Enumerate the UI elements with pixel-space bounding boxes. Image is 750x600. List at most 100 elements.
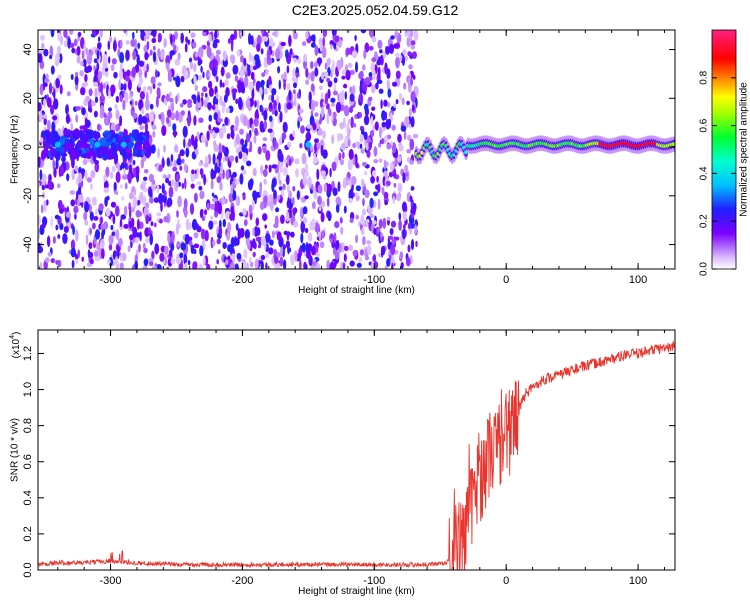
- heatmap-cell: [179, 165, 183, 171]
- heatmap-cell: [54, 214, 60, 220]
- heatmap-cell: [322, 130, 326, 140]
- heatmap-cell: [242, 169, 247, 175]
- heatmap-cell: [210, 179, 214, 190]
- heatmap-cell: [170, 258, 176, 265]
- heatmap-cell: [94, 133, 101, 139]
- heatmap-cell: [380, 246, 384, 258]
- heatmap-cell: [114, 124, 120, 132]
- heatmap-cell: [55, 77, 60, 89]
- heatmap-cell: [204, 229, 209, 242]
- heatmap-cell: [392, 196, 396, 204]
- heatmap-cell: [378, 158, 383, 163]
- heatmap-cell: [184, 177, 187, 190]
- heatmap-cell: [343, 105, 350, 117]
- heatmap-y-tick-label: -40: [22, 237, 34, 253]
- heatmap-cell: [103, 187, 109, 193]
- heatmap-cell: [403, 130, 407, 140]
- heatmap-cell: [408, 108, 413, 117]
- heatmap-cell: [75, 71, 79, 77]
- heatmap-cell: [108, 256, 113, 267]
- heatmap-cell: [153, 197, 159, 203]
- heatmap-cell: [127, 141, 134, 150]
- heatmap-cell: [319, 116, 323, 122]
- heatmap-cell: [107, 111, 113, 120]
- heatmap-cell: [203, 99, 209, 108]
- heatmap-cell: [228, 159, 232, 169]
- heatmap-cell: [381, 187, 385, 195]
- heatmap-cell: [394, 157, 398, 168]
- heatmap-cell: [183, 163, 188, 173]
- heatmap-cell: [406, 36, 411, 48]
- heatmap-cell: [410, 186, 415, 191]
- heatmap-cell: [113, 71, 118, 79]
- heatmap-cell: [136, 218, 140, 230]
- heatmap-cell: [38, 102, 42, 112]
- heatmap-cell: [221, 105, 225, 114]
- heatmap-cell: [355, 192, 359, 197]
- heatmap-cell: [184, 233, 190, 245]
- heatmap-cell: [175, 46, 179, 52]
- heatmap-cell: [190, 183, 195, 189]
- heatmap-cell: [338, 91, 344, 103]
- heatmap-cell: [220, 162, 223, 173]
- heatmap-cell: [260, 254, 266, 261]
- heatmap-cell: [277, 195, 281, 200]
- heatmap-x-tick-label: -100: [363, 274, 385, 286]
- heatmap-cell: [236, 50, 241, 57]
- heatmap-cell: [158, 193, 164, 205]
- heatmap-cell: [398, 93, 403, 101]
- heatmap-cell: [262, 36, 269, 42]
- heatmap-cell: [225, 107, 230, 114]
- heatmap-cell: [245, 237, 250, 247]
- heatmap-cell: [378, 218, 383, 229]
- heatmap-cell: [82, 158, 88, 166]
- heatmap-x-tick-label: 100: [629, 274, 647, 286]
- heatmap-cell: [265, 262, 268, 269]
- heatmap-cell: [351, 175, 357, 186]
- heatmap-cell: [335, 203, 340, 213]
- heatmap-cell: [271, 88, 277, 96]
- heatmap-cell: [398, 212, 402, 221]
- heatmap-cell: [206, 130, 210, 141]
- heatmap-cell: [80, 87, 86, 96]
- heatmap-cell: [310, 70, 315, 82]
- heatmap-cell: [398, 144, 404, 152]
- heatmap-cell: [61, 204, 65, 209]
- heatmap-cell: [143, 247, 148, 254]
- heatmap-cell: [85, 47, 89, 56]
- heatmap-cell: [371, 57, 377, 63]
- heatmap-cell: [367, 244, 372, 256]
- heatmap-cell: [397, 133, 402, 143]
- heatmap-cell: [65, 211, 72, 218]
- heatmap-cell: [215, 92, 219, 99]
- heatmap-cell: [99, 137, 107, 147]
- heatmap-cell: [319, 41, 323, 53]
- heatmap-cell: [221, 196, 225, 206]
- heatmap-cell: [112, 40, 117, 52]
- heatmap-cell: [250, 36, 254, 45]
- heatmap-cell: [70, 74, 74, 80]
- heatmap-cell: [279, 111, 283, 123]
- heatmap-cell: [286, 83, 291, 91]
- heatmap-cell: [379, 126, 382, 139]
- heatmap-cell: [286, 184, 290, 193]
- heatmap-x-tick-label: 0: [503, 274, 509, 286]
- heatmap-cell: [358, 93, 364, 103]
- heatmap-cell: [298, 259, 302, 269]
- heatmap-cell: [263, 148, 266, 154]
- heatmap-cell: [235, 133, 240, 145]
- heatmap-cell: [138, 149, 142, 155]
- heatmap-cell: [187, 103, 193, 109]
- colorbar-tick-label: 0.2: [699, 214, 710, 228]
- heatmap-cell: [52, 158, 55, 170]
- heatmap-cell: [43, 117, 47, 126]
- heatmap-cell: [351, 50, 358, 59]
- heatmap-cell: [215, 75, 219, 83]
- heatmap-cell: [189, 61, 194, 70]
- heatmap-cell: [206, 69, 211, 81]
- heatmap-cell: [337, 181, 341, 192]
- heatmap-cell: [363, 115, 370, 126]
- snr-y-axis-label: SNR (10 * v/v): [10, 418, 21, 482]
- heatmap-cell: [132, 49, 137, 61]
- heatmap-cell: [53, 98, 59, 110]
